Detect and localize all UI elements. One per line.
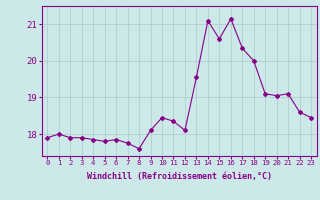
X-axis label: Windchill (Refroidissement éolien,°C): Windchill (Refroidissement éolien,°C) bbox=[87, 172, 272, 181]
